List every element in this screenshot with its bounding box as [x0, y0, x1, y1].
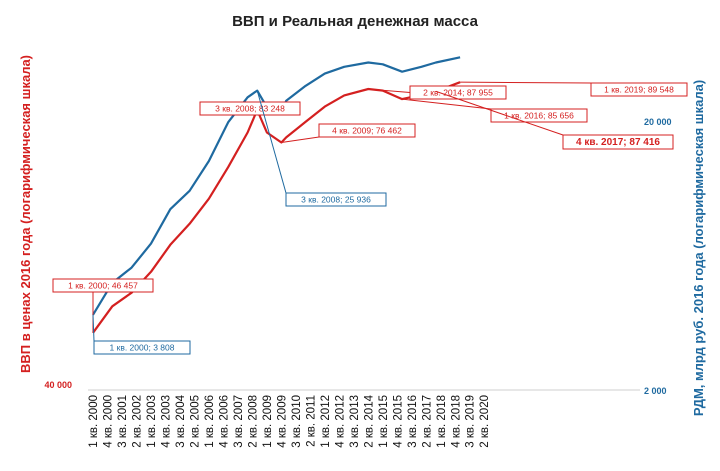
annotations: 1 кв. 2000; 46 457 1 кв. 2000; 3 808 3 кв.…: [52, 81, 688, 355]
x-tick-label: 1 кв. 2006: [204, 395, 216, 448]
x-tick-label: 3 кв. 2016: [407, 395, 419, 448]
annotation-callout: 4 кв. 2017; 87 416: [435, 90, 674, 150]
x-tick-label: 4 кв. 2012: [334, 395, 346, 448]
x-tick-label: 1 кв. 2012: [320, 395, 332, 448]
x-tick-label: 3 кв. 2001: [117, 395, 129, 448]
annotation-callout: 1 кв. 2000; 3 808: [92, 314, 191, 355]
x-tick-label: 3 кв. 2007: [233, 395, 245, 448]
x-tick-label: 1 кв. 2000: [88, 395, 100, 448]
x-tick-label: 3 кв. 2013: [349, 395, 361, 448]
x-tick-label: 3 кв. 2019: [465, 395, 477, 448]
x-tick-label: 1 кв. 2003: [146, 395, 158, 448]
annotation-callout: 3 кв. 2008; 25 936: [256, 90, 387, 207]
x-tick-label: 1 кв. 2009: [262, 395, 274, 448]
x-tick-label: 4 кв. 2006: [218, 395, 230, 448]
x-tick-label: 1 кв. 2018: [436, 395, 448, 448]
x-tick-label: 4 кв. 2009: [276, 395, 288, 448]
annotation-label: 4 кв. 2009; 76 462: [332, 126, 402, 136]
y-axis-left-label: ВВП в ценах 2016 года (логарифмическая ш…: [18, 55, 33, 373]
annotation-label: 3 кв. 2008; 83 248: [215, 104, 285, 114]
x-tick-label: 2 кв. 2020: [479, 395, 491, 448]
x-tick-label: 4 кв. 2003: [160, 395, 172, 448]
y-right-tick-label: 2 000: [644, 386, 667, 396]
x-tick-label: 2 кв. 2014: [363, 394, 375, 447]
y-axis-right-ticks: 2 000 20 000: [644, 117, 672, 396]
x-tick-label: 2 кв. 2011: [305, 395, 317, 447]
annotation-label: 1 кв. 2019; 89 548: [604, 85, 674, 95]
x-axis-tick-labels: 1 кв. 2000 4 кв. 2000 3 кв. 2001 2 кв. 2002…: [88, 394, 491, 447]
annotation-callout: 1 кв. 2000; 46 457: [52, 278, 154, 333]
annotation-callout: 1 кв. 2016; 85 656: [402, 98, 588, 123]
y-left-tick-label: 40 000: [44, 380, 72, 390]
annotation-label: 2 кв. 2014; 87 955: [423, 88, 493, 98]
x-tick-label: 3 кв. 2004: [175, 394, 187, 447]
y-axis-left-ticks: 40 000: [44, 380, 72, 390]
annotation-label: 1 кв. 2016; 85 656: [504, 111, 574, 121]
chart-title: ВВП и Реальная денежная масса: [232, 13, 479, 30]
annotation-label: 4 кв. 2017; 87 416: [576, 137, 660, 148]
x-tick-label: 2 кв. 2017: [421, 395, 433, 448]
y-right-tick-label: 20 000: [644, 117, 672, 127]
x-tick-label: 4 кв. 2018: [450, 395, 462, 448]
series-line-gdp: [92, 81, 461, 334]
x-tick-label: 3 кв. 2010: [291, 395, 303, 448]
annotation-label: 3 кв. 2008; 25 936: [301, 195, 371, 205]
y-axis-right-label: РДМ, млрд руб. 2016 года (логарифмическа…: [691, 80, 706, 416]
x-tick-label: 4 кв. 2015: [392, 395, 404, 448]
x-tick-label: 2 кв. 2008: [247, 395, 259, 448]
annotation-label: 1 кв. 2000; 3 808: [110, 343, 175, 353]
annotation-callout: 3 кв. 2008; 83 248: [199, 101, 301, 116]
x-tick-label: 1 кв. 2015: [378, 395, 390, 448]
x-tick-label: 2 кв. 2002: [131, 395, 143, 448]
annotation-callout: 4 кв. 2009; 76 462: [281, 123, 416, 144]
annotation-callout: 1 кв. 2019; 89 548: [460, 81, 688, 97]
annotation-label: 1 кв. 2000; 46 457: [68, 281, 138, 291]
x-tick-label: 2 кв. 2005: [189, 395, 201, 448]
x-tick-label: 4 кв. 2000: [102, 395, 114, 448]
